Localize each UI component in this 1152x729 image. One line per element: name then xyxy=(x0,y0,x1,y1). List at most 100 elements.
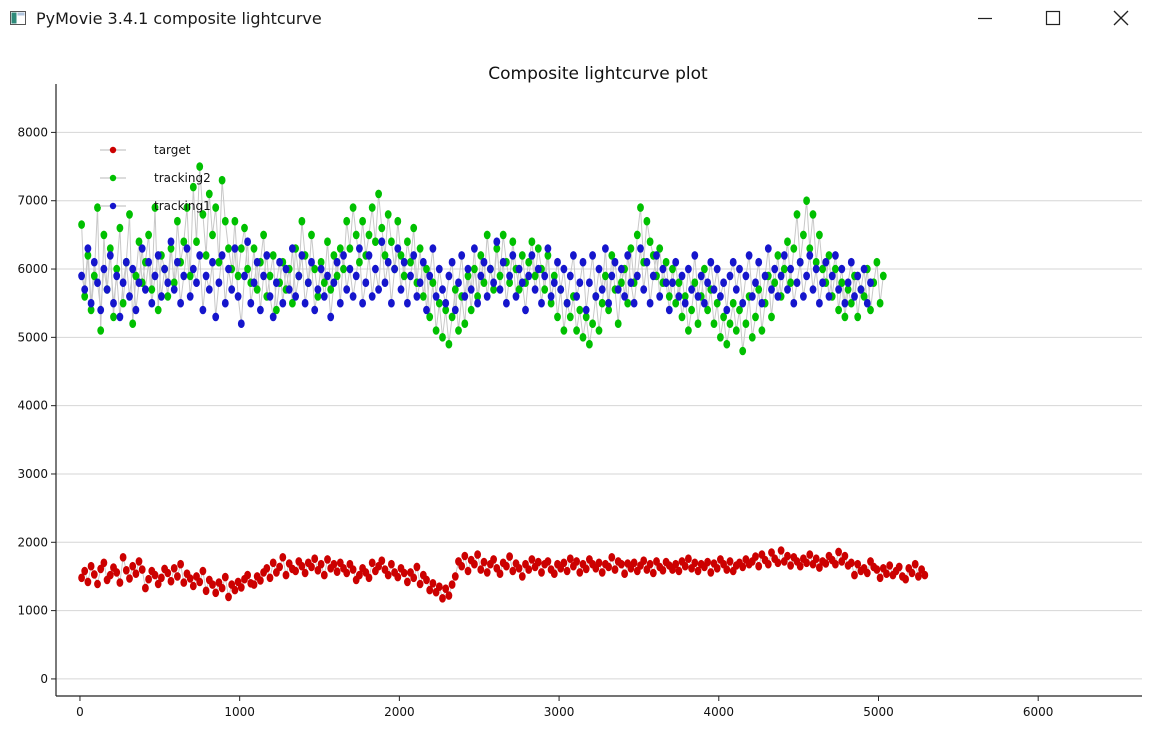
tracking1-data-point xyxy=(844,278,852,287)
target-data-point xyxy=(506,552,513,561)
tracking2-data-point xyxy=(180,237,188,246)
tracking2-data-point xyxy=(793,210,801,219)
tracking1-data-point xyxy=(672,257,680,267)
tracking2-data-point xyxy=(474,292,481,301)
target-data-point xyxy=(199,566,207,576)
tracking2-data-point xyxy=(317,257,325,267)
plot-area: 0 1000 2000 3000 4000 5000 6000 7000 8000 0 1000 20… xyxy=(0,38,1152,729)
tracking1-data-point xyxy=(547,292,555,301)
x-tick-label: 1000 xyxy=(224,705,255,719)
tracking1-data-point xyxy=(554,257,561,267)
tracking2-data-point xyxy=(97,326,105,335)
target-data-point xyxy=(202,586,210,596)
tracking1-data-point xyxy=(87,298,95,308)
close-button[interactable] xyxy=(1098,0,1144,36)
target-data-point xyxy=(221,572,229,582)
legend-item-tracking2[interactable]: tracking2 xyxy=(100,171,211,185)
tracking1-data-point xyxy=(304,278,312,287)
tracking1-data-point xyxy=(378,237,386,246)
lightcurve-chart[interactable]: 0 1000 2000 3000 4000 5000 6000 7000 8000 0 1000 20… xyxy=(0,38,1152,729)
tracking2-data-point xyxy=(780,264,788,274)
tracking2-data-point xyxy=(528,237,536,246)
maximize-button[interactable] xyxy=(1030,0,1076,36)
tracking1-data-point xyxy=(320,292,328,301)
tracking1-data-point xyxy=(550,278,558,287)
tracking1-data-point xyxy=(605,298,612,308)
tracking1-data-point xyxy=(509,251,517,260)
tracking1-data-point xyxy=(234,292,242,301)
x-tick-label: 4000 xyxy=(704,705,735,719)
y-tick-label: 6000 xyxy=(17,262,48,276)
target-data-point xyxy=(116,578,124,587)
target-data-point xyxy=(317,559,325,569)
target-data-point xyxy=(646,559,654,569)
target-data-point xyxy=(451,572,459,581)
tracking1-data-point xyxy=(276,257,283,267)
tracking2-data-point xyxy=(129,319,137,329)
target-data-point xyxy=(675,566,683,576)
legend-item-target[interactable]: target xyxy=(100,143,191,157)
tracking2-data-point xyxy=(110,312,117,322)
target-data-point xyxy=(883,569,890,578)
tracking1-data-point xyxy=(525,271,533,281)
tracking2-data-point xyxy=(90,271,98,281)
tracking2-data-point xyxy=(174,216,181,226)
target-data-point xyxy=(681,561,689,571)
tracking1-data-point xyxy=(675,292,683,301)
tracking1-data-point xyxy=(579,257,587,267)
target-data-point xyxy=(250,580,258,589)
tracking2-data-point xyxy=(471,264,478,274)
target-data-point xyxy=(515,564,523,573)
tracking2-data-point xyxy=(467,305,475,315)
tracking1-data-point xyxy=(688,285,695,294)
tracking2-data-point xyxy=(675,278,683,287)
tracking1-data-point xyxy=(649,271,657,281)
tracking1-data-point xyxy=(183,244,191,253)
legend-swatch-marker xyxy=(109,174,117,182)
series-points xyxy=(78,162,929,603)
minimize-button[interactable] xyxy=(962,0,1008,36)
tracking2-data-point xyxy=(582,312,590,322)
target-data-point xyxy=(135,557,143,566)
target-data-point xyxy=(458,561,466,571)
target-data-point xyxy=(649,568,657,578)
target-data-point xyxy=(145,574,153,584)
tracking1-data-point xyxy=(196,251,204,260)
tracking1-data-point xyxy=(244,237,252,246)
target-data-point xyxy=(333,567,341,576)
y-tick-label: 0 xyxy=(40,672,48,686)
tracking1-data-point xyxy=(314,285,322,294)
tracking1-data-point xyxy=(736,264,743,274)
target-data-point xyxy=(279,553,287,562)
tracking1-data-point xyxy=(103,285,111,294)
x-tick-label: 6000 xyxy=(1023,705,1054,719)
tracking2-data-point xyxy=(432,326,440,335)
tracking2-data-point xyxy=(375,189,382,199)
tracking2-data-point xyxy=(308,230,315,240)
legend[interactable]: target tracking2 tracking1 xyxy=(100,143,211,213)
legend-item-tracking1[interactable]: tracking1 xyxy=(100,199,211,213)
tracking1-data-point xyxy=(458,251,466,260)
tracking1-data-point xyxy=(653,251,660,260)
x-tick-label: 5000 xyxy=(863,705,894,719)
tracking1-data-point xyxy=(394,244,402,253)
target-data-point xyxy=(324,555,331,564)
tracking1-data-point xyxy=(94,278,101,287)
tracking1-data-point xyxy=(483,292,491,301)
target-data-point xyxy=(576,568,584,577)
tracking1-data-point xyxy=(113,271,121,281)
tracking2-data-point xyxy=(407,257,414,267)
tracking1-data-point xyxy=(142,285,149,294)
tracking2-data-point xyxy=(106,244,114,253)
tracking1-data-point xyxy=(225,264,232,274)
x-tick-label: 0 xyxy=(76,705,84,719)
target-data-point xyxy=(423,575,430,585)
target-data-point xyxy=(237,583,245,592)
target-data-point xyxy=(384,570,392,580)
tracking2-data-point xyxy=(183,203,191,212)
tracking2-data-point xyxy=(372,237,379,246)
tracking2-data-point xyxy=(455,326,462,335)
tracking1-data-point xyxy=(263,251,271,260)
tracking1-data-point xyxy=(282,264,290,274)
target-data-point xyxy=(921,570,929,580)
